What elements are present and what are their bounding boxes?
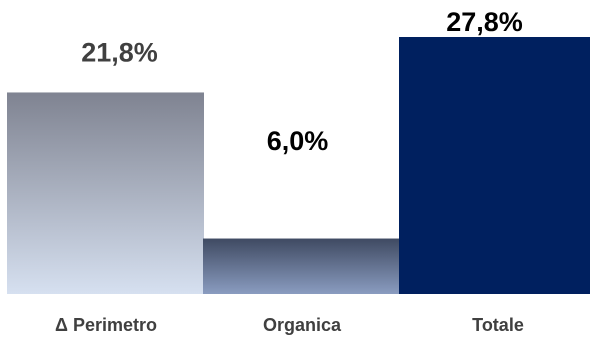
value-label-totale: 27,8% (446, 7, 523, 37)
value-label-organica: 6,0% (267, 126, 329, 156)
category-label-organica: Organica (263, 315, 342, 335)
value-label-perimetro: 21,8% (81, 37, 158, 67)
bar-perimetro (7, 92, 204, 295)
bar-totale (399, 37, 590, 294)
category-label-totale: Totale (472, 315, 524, 335)
category-label-perimetro: Δ Perimetro (55, 315, 157, 335)
bar-organica (203, 238, 400, 294)
